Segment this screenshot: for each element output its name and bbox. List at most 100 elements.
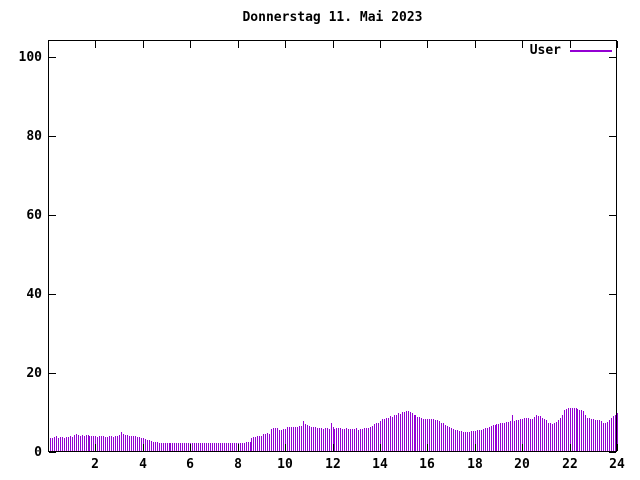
y-tick (609, 136, 616, 137)
impulse-bar (419, 417, 420, 451)
impulse-bar (617, 413, 618, 451)
impulse-bar (370, 427, 371, 451)
impulse-bar (431, 419, 432, 451)
impulse-bar (66, 437, 67, 451)
impulse-bar (605, 423, 606, 451)
impulse-bar (180, 443, 181, 451)
x-tick (522, 41, 523, 48)
impulse-bar (119, 435, 120, 451)
impulse-bar (68, 437, 69, 451)
impulse-bar (271, 429, 272, 451)
y-tick-label: 20 (26, 366, 42, 381)
impulse-bar (321, 428, 322, 451)
impulse-bar (95, 436, 96, 451)
y-tick (49, 452, 56, 453)
x-tick (570, 444, 571, 451)
impulse-bar (325, 428, 326, 451)
impulse-bar (127, 435, 128, 451)
impulse-bar (498, 424, 499, 451)
impulse-bar (611, 418, 612, 451)
impulse-bar (427, 419, 428, 451)
impulse-bar (172, 443, 173, 451)
x-tick-label: 16 (419, 457, 435, 472)
x-tick (380, 41, 381, 48)
impulse-bar (240, 443, 241, 451)
impulse-bar (479, 430, 480, 451)
impulse-bar (534, 417, 535, 451)
impulse-bar (165, 443, 166, 451)
x-tick (238, 41, 239, 48)
impulse-bar (155, 442, 156, 451)
impulse-bar (91, 436, 92, 451)
impulse-bar (334, 429, 335, 451)
impulse-bar (259, 436, 260, 451)
impulse-bar (333, 427, 334, 451)
impulse-bar (220, 443, 221, 451)
impulse-bar (202, 443, 203, 451)
legend: User (530, 43, 612, 58)
impulse-bar (115, 436, 116, 451)
x-tick (570, 41, 571, 48)
impulse-bar (554, 423, 555, 451)
impulse-bar (587, 418, 588, 451)
impulse-bar (477, 430, 478, 451)
impulse-bar (495, 425, 496, 451)
impulse-bar (572, 408, 573, 451)
impulse-bar (475, 431, 476, 451)
impulse-bar (84, 436, 85, 451)
y-tick (609, 452, 616, 453)
x-tick (427, 41, 428, 48)
x-tick (143, 41, 144, 48)
impulse-bar (167, 443, 168, 451)
impulse-bar (366, 428, 367, 451)
impulse-bar (275, 428, 276, 451)
impulse-bar (178, 443, 179, 451)
y-tick-label: 40 (26, 287, 42, 302)
impulse-bar (151, 441, 152, 451)
impulse-bar (234, 443, 235, 451)
impulse-bar (544, 419, 545, 451)
impulse-bar (576, 408, 577, 451)
impulse-bar (489, 427, 490, 451)
x-tick (285, 41, 286, 48)
impulse-bar (574, 408, 575, 451)
impulse-bar (248, 442, 249, 451)
x-tick-label: 14 (372, 457, 388, 472)
impulse-bar (198, 443, 199, 451)
impulse-bar (425, 419, 426, 451)
impulse-bar (481, 430, 482, 451)
impulse-bar (344, 429, 345, 451)
impulse-bar (372, 426, 373, 451)
x-tick-label: 18 (467, 457, 483, 472)
impulse-bar (607, 422, 608, 451)
impulse-bar (117, 436, 118, 451)
impulse-bar (504, 423, 505, 451)
impulse-bar (560, 418, 561, 451)
impulse-bar (599, 420, 600, 451)
impulse-bar (522, 419, 523, 451)
impulse-bar (538, 416, 539, 451)
impulse-bar (137, 437, 138, 451)
y-tick (609, 294, 616, 295)
impulse-bar (415, 415, 416, 451)
impulse-bar (356, 428, 357, 451)
impulse-bar (581, 410, 582, 451)
impulse-bar (145, 439, 146, 451)
impulse-bar (439, 421, 440, 451)
impulse-bar (101, 436, 102, 451)
impulse-bar (287, 427, 288, 451)
impulse-bar (491, 426, 492, 451)
impulse-bar (414, 415, 415, 451)
impulse-bar (348, 429, 349, 451)
impulse-bar (508, 422, 509, 451)
impulse-bar (473, 431, 474, 451)
impulse-bar (309, 426, 310, 451)
impulse-bar (461, 431, 462, 451)
impulse-bar (354, 429, 355, 451)
impulse-bar (70, 436, 71, 451)
x-tick (143, 444, 144, 451)
impulse-bar (331, 423, 332, 451)
x-tick-label: 20 (514, 457, 530, 472)
impulse-bar (88, 435, 89, 451)
